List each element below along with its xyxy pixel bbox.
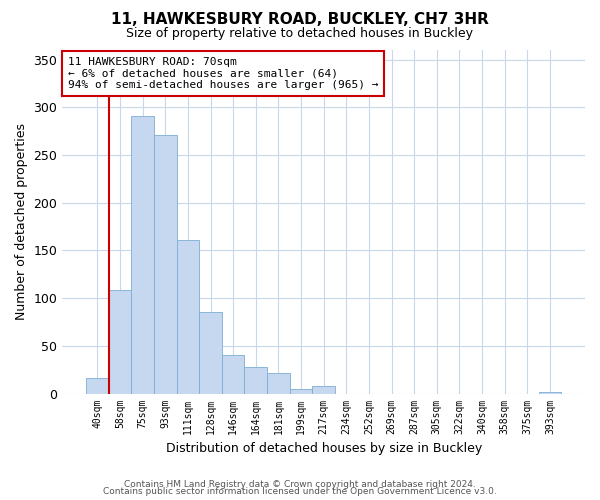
Y-axis label: Number of detached properties: Number of detached properties — [15, 124, 28, 320]
Bar — [154, 135, 176, 394]
X-axis label: Distribution of detached houses by size in Buckley: Distribution of detached houses by size … — [166, 442, 482, 455]
Text: 11, HAWKESBURY ROAD, BUCKLEY, CH7 3HR: 11, HAWKESBURY ROAD, BUCKLEY, CH7 3HR — [111, 12, 489, 28]
Text: Contains public sector information licensed under the Open Government Licence v3: Contains public sector information licen… — [103, 487, 497, 496]
Text: 11 HAWKESBURY ROAD: 70sqm
← 6% of detached houses are smaller (64)
94% of semi-d: 11 HAWKESBURY ROAD: 70sqm ← 6% of detach… — [68, 57, 378, 90]
Bar — [244, 367, 267, 394]
Bar — [313, 386, 335, 394]
Text: Size of property relative to detached houses in Buckley: Size of property relative to detached ho… — [127, 28, 473, 40]
Bar — [290, 389, 313, 394]
Bar — [109, 290, 131, 394]
Bar — [86, 378, 109, 394]
Bar — [539, 392, 561, 394]
Bar — [176, 240, 199, 394]
Text: Contains HM Land Registry data © Crown copyright and database right 2024.: Contains HM Land Registry data © Crown c… — [124, 480, 476, 489]
Bar — [199, 312, 222, 394]
Bar — [131, 116, 154, 394]
Bar — [222, 356, 244, 394]
Bar — [267, 372, 290, 394]
